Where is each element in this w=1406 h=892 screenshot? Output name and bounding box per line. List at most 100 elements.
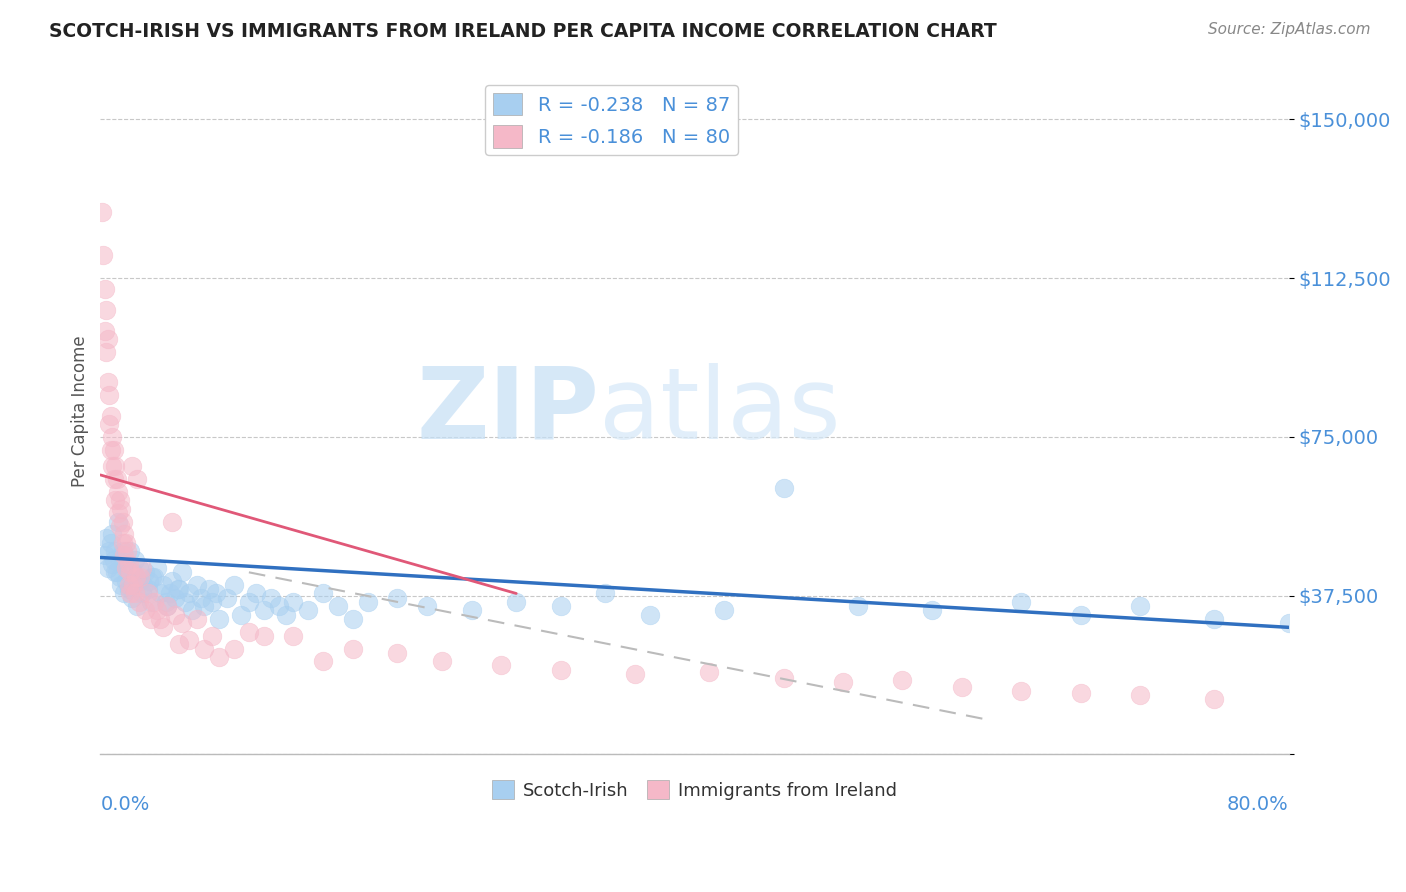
Point [120,544,142,558]
Point [131,586,153,600]
Point [108,552,131,566]
Point [134,566,156,580]
Point [950,680,973,694]
Point [122,578,145,592]
Point [111,535,134,549]
Point [98,417,121,431]
Point [201,595,224,609]
Point [136,586,159,600]
Y-axis label: Per Capita Income: Per Capita Income [72,335,89,487]
Text: 0.0%: 0.0% [100,796,149,814]
Point [283,629,305,643]
Point [832,675,855,690]
Point [267,599,290,614]
Point [193,599,215,614]
Point [253,629,276,643]
Point [245,586,267,600]
Point [260,591,283,605]
Point [312,654,335,668]
Point [891,673,914,688]
Point [772,481,794,495]
Point [124,586,146,600]
Point [342,612,364,626]
Point [312,586,335,600]
Point [101,430,124,444]
Point [163,607,186,622]
Point [97,375,120,389]
Point [107,506,129,520]
Point [142,569,165,583]
Point [108,493,131,508]
Point [112,586,135,600]
Point [117,582,139,597]
Point [100,535,122,549]
Point [114,535,136,549]
Point [186,612,208,626]
Point [139,595,162,609]
Point [115,561,138,575]
Point [114,561,136,575]
Point [167,582,190,597]
Point [104,566,127,580]
Point [136,582,159,597]
Point [94,549,117,563]
Point [94,282,117,296]
Point [149,612,172,626]
Point [326,599,349,614]
Point [117,557,139,571]
Point [297,603,319,617]
Point [132,578,155,592]
Text: atlas: atlas [599,363,841,460]
Point [159,586,181,600]
Point [595,586,617,600]
Point [115,544,138,558]
Point [156,599,179,614]
Point [170,616,193,631]
Point [125,569,148,583]
Point [550,599,572,614]
Point [129,569,152,583]
Point [96,302,118,317]
Point [416,599,439,614]
Point [253,603,276,617]
Point [179,633,201,648]
Point [94,324,117,338]
Point [155,595,177,609]
Point [197,582,219,597]
Point [152,578,174,592]
Point [160,574,183,588]
Point [121,591,143,605]
Point [98,387,121,401]
Point [129,574,152,588]
Point [163,591,186,605]
Point [142,595,165,609]
Point [127,472,149,486]
Point [201,629,224,643]
Point [96,532,118,546]
Point [491,658,513,673]
Point [772,671,794,685]
Point [238,624,260,639]
Point [921,603,943,617]
Point [91,248,114,262]
Point [97,561,120,575]
Point [103,552,125,566]
Point [138,574,160,588]
Point [550,663,572,677]
Point [97,333,120,347]
Point [120,566,142,580]
Point [96,345,118,359]
Point [357,595,380,609]
Point [114,574,136,588]
Point [112,527,135,541]
Point [1010,595,1032,609]
Point [111,557,134,571]
Point [699,665,721,679]
Point [1204,692,1226,706]
Point [125,569,148,583]
Point [170,566,193,580]
Point [108,518,131,533]
Point [231,607,253,622]
Point [141,569,163,583]
Point [152,620,174,634]
